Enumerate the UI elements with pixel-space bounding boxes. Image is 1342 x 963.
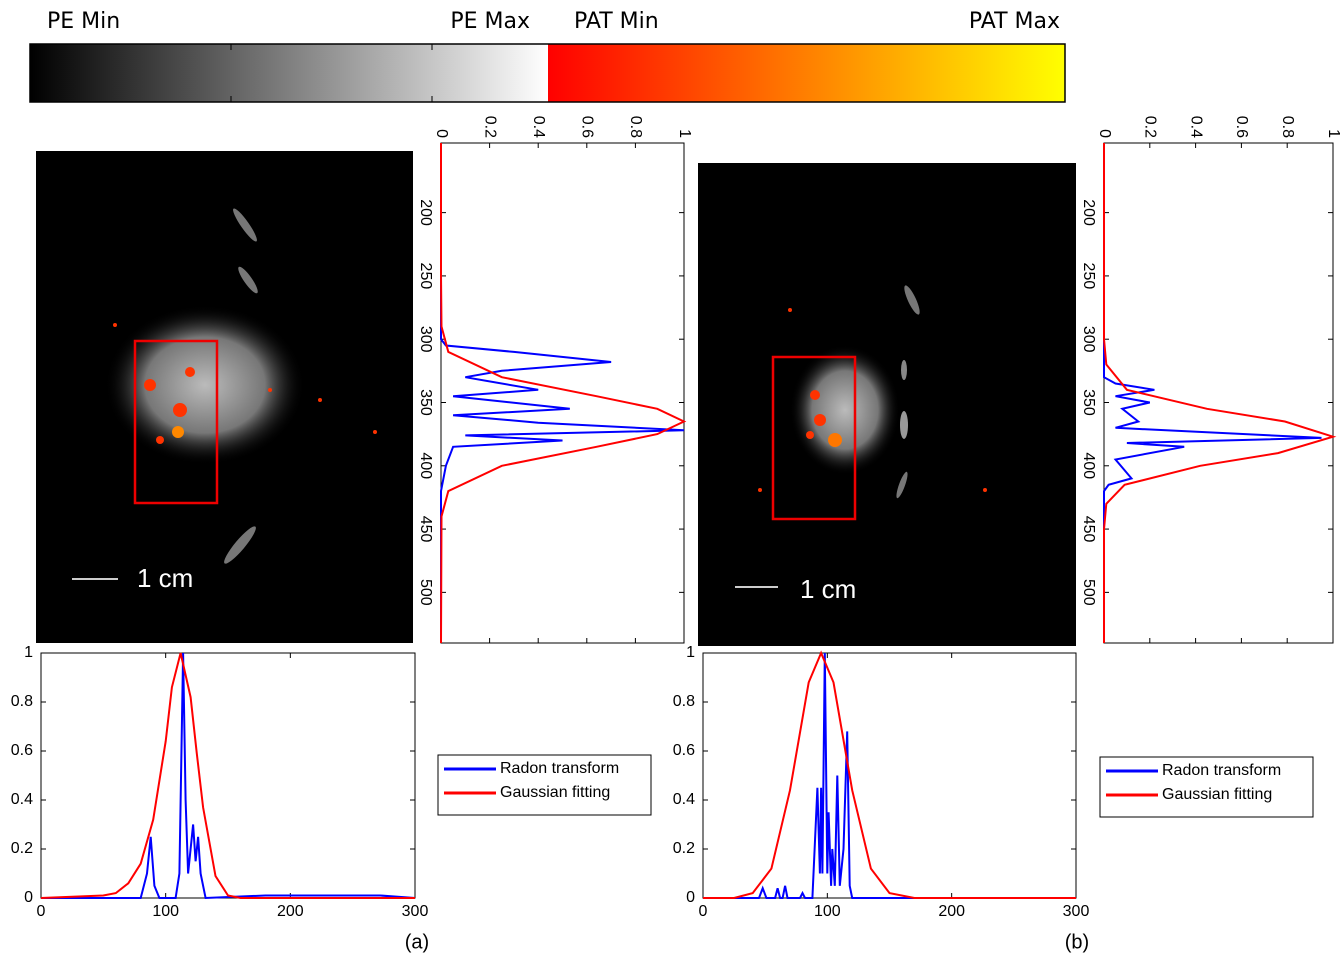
series-line (440, 143, 687, 644)
legend-box (1099, 756, 1314, 818)
x-tick-label: 400 (417, 452, 434, 479)
y-tick-label: 0 (1096, 129, 1113, 138)
legend-label: Gaussian fitting (500, 784, 610, 801)
x-tick-label: 250 (417, 263, 434, 290)
x-tick-label: 0 (699, 903, 708, 920)
x-tick-label: 0 (37, 903, 46, 920)
legend-label: Radon transform (500, 760, 619, 777)
y-tick-label: 0.6 (11, 742, 33, 759)
y-tick-label: 0.4 (1187, 116, 1204, 138)
colorbar-label: PE Max (450, 9, 530, 34)
x-tick-label: 300 (1080, 326, 1097, 353)
y-tick-label: 0.6 (673, 742, 695, 759)
y-tick-label: 0 (433, 129, 450, 138)
panel-label: (a) (405, 931, 429, 953)
x-tick-label: 250 (1080, 263, 1097, 290)
colorbar-pat (548, 44, 1065, 102)
y-tick-label: 0.2 (1142, 116, 1159, 138)
y-tick-label: 0.6 (579, 116, 596, 138)
x-tick-label: 200 (938, 903, 965, 920)
y-tick-label: 0.6 (1233, 116, 1250, 138)
x-tick-label: 200 (1080, 199, 1097, 226)
x-tick-label: 400 (1080, 452, 1097, 479)
x-tick-label: 350 (417, 389, 434, 416)
y-tick-label: 0.2 (481, 116, 498, 138)
series-line (1103, 143, 1322, 643)
image-a (36, 151, 413, 643)
y-tick-label: 0.8 (1279, 116, 1296, 138)
plot-area (40, 652, 416, 899)
y-tick-label: 0.2 (11, 840, 33, 857)
x-tick-label: 300 (417, 326, 434, 353)
y-tick-label: 0.8 (11, 693, 33, 710)
x-tick-label: 350 (1080, 389, 1097, 416)
colorbar-ticks (230, 44, 433, 102)
legend-label: Gaussian fitting (1162, 786, 1272, 803)
y-tick-label: 1 (676, 129, 693, 138)
x-tick-label: 200 (277, 903, 304, 920)
y-tick-label: 0.4 (530, 116, 547, 138)
y-tick-label: 0 (686, 889, 695, 906)
x-tick-label: 450 (1080, 516, 1097, 543)
colorbar-label: PE Min (47, 9, 120, 34)
series-line (440, 143, 685, 643)
x-tick-label: 300 (402, 903, 429, 920)
y-tick-label: 0.2 (673, 840, 695, 857)
y-tick-label: 0.4 (673, 791, 695, 808)
scale-bar-label: 1 cm (137, 563, 193, 593)
colorbar-pe (30, 44, 548, 102)
x-tick-label: 100 (152, 903, 179, 920)
y-tick-label: 0.8 (673, 693, 695, 710)
legend-box (437, 754, 652, 816)
x-tick-label: 100 (814, 903, 841, 920)
y-tick-label: 0 (24, 889, 33, 906)
y-tick-label: 1 (24, 644, 33, 661)
x-tick-label: 200 (417, 199, 434, 226)
plot-area (440, 142, 685, 644)
scale-bar-label: 1 cm (800, 574, 856, 604)
colorbar-label: PAT Max (969, 9, 1060, 34)
panel-label: (b) (1065, 931, 1089, 953)
y-tick-label: 0.8 (627, 116, 644, 138)
series-line (703, 650, 1076, 899)
colorbar-frame (29, 43, 1066, 103)
x-tick-label: 450 (417, 516, 434, 543)
y-tick-label: 1 (1325, 129, 1342, 138)
series-line (41, 652, 416, 900)
x-tick-label: 500 (417, 579, 434, 606)
legend-label: Radon transform (1162, 762, 1281, 779)
plot-area (702, 652, 1077, 899)
colorbar-label: PAT Min (574, 9, 659, 34)
x-tick-label: 500 (1080, 579, 1097, 606)
series-line (1103, 143, 1337, 643)
series-line (703, 652, 1076, 899)
series-line (40, 652, 415, 899)
y-tick-label: 0.4 (11, 791, 33, 808)
y-tick-label: 1 (686, 644, 695, 661)
x-tick-label: 300 (1063, 903, 1090, 920)
image-b (698, 163, 1076, 646)
